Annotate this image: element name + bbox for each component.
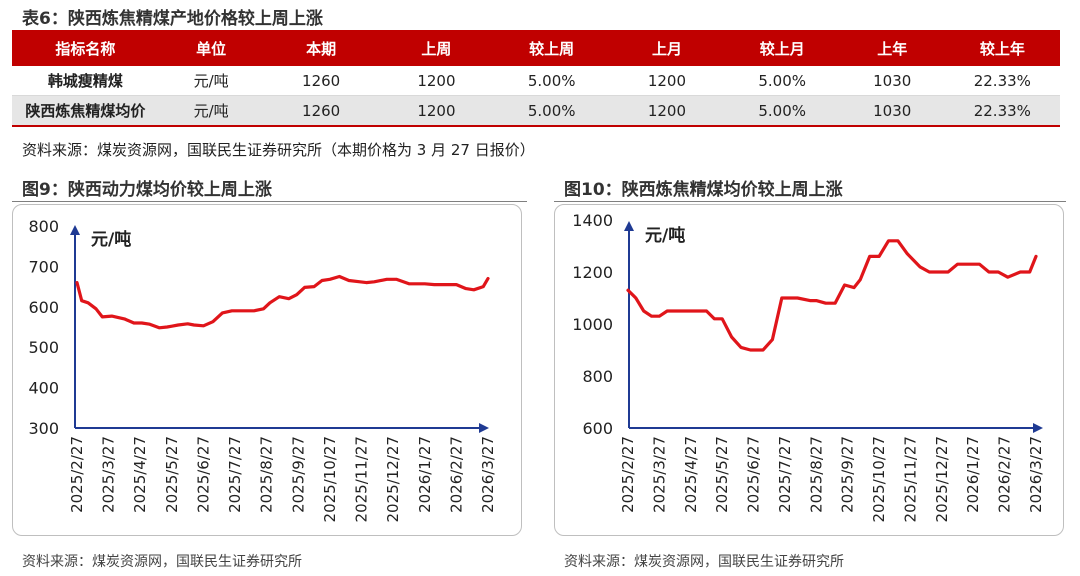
series-line (626, 239, 1038, 352)
header-cell: 上年 (839, 30, 945, 66)
table-cell: 1030 (839, 95, 945, 127)
header-cell: 较上月 (724, 30, 840, 66)
x-tick-label: 2025/3/27 (650, 436, 668, 513)
table-cell: 1200 (609, 66, 725, 96)
header-cell: 指标名称 (12, 30, 159, 66)
chart9-title-rule (12, 201, 527, 202)
table-row: 韩城瘦精煤 元/吨 1260 1200 5.00% 1200 5.00% 103… (12, 66, 1060, 96)
header-cell: 上周 (378, 30, 495, 66)
table-cell-name: 韩城瘦精煤 (12, 66, 159, 96)
y-axis-unit-label: 元/吨 (645, 225, 685, 246)
table-cell: 元/吨 (158, 66, 264, 96)
y-tick-label: 800 (582, 367, 613, 386)
y-axis-arrow (70, 225, 80, 235)
price-table: 指标名称 单位 本期 上周 较上周 上月 较上月 上年 较上年 韩城瘦精煤 元/… (12, 30, 1060, 127)
header-cell: 单位 (158, 30, 264, 66)
x-tick-label: 2026/2/27 (447, 436, 465, 513)
y-tick-label: 1400 (572, 211, 613, 230)
table-header-row: 指标名称 单位 本期 上周 较上周 上月 较上月 上年 较上年 (12, 30, 1060, 66)
x-tick-label: 2025/9/27 (839, 436, 857, 513)
table-cell: 1260 (263, 66, 379, 96)
table-cell: 1200 (609, 95, 725, 127)
table-cell: 22.33% (944, 95, 1060, 127)
x-tick-label: 2026/1/27 (416, 436, 434, 513)
x-tick-label: 2025/4/27 (682, 436, 700, 513)
chart10-source: 资料来源：煤炭资源网，国联民生证券研究所 (564, 554, 844, 570)
x-axis-arrow (479, 423, 489, 433)
x-tick-label: 2025/12/27 (933, 436, 951, 522)
chart9-frame: 元/吨 300 400 500 600 700 800 2025/2/27 2025/3/27 2… (12, 204, 522, 536)
table-cell: 5.00% (724, 66, 840, 96)
header-cell: 较上周 (494, 30, 610, 66)
table-cell: 1030 (839, 66, 945, 96)
table-cell: 元/吨 (158, 95, 264, 127)
table-cell: 22.33% (944, 66, 1060, 96)
y-tick-label: 400 (28, 379, 59, 398)
y-tick-label: 500 (28, 338, 59, 357)
y-tick-label: 700 (28, 257, 59, 276)
header-cell: 上月 (609, 30, 725, 66)
header-cell: 较上年 (944, 30, 1060, 66)
y-tick-label: 800 (28, 217, 59, 236)
y-tick-label: 1000 (572, 315, 613, 334)
chart10-svg: 元/吨 600 800 1000 1200 1400 2025/2/27 2025/3/27 2… (572, 211, 1045, 522)
y-tick-label: 300 (28, 419, 59, 438)
table6-source: 资料来源：煤炭资源网，国联民生证券研究所（本期价格为 3 月 27 日报价） (22, 141, 535, 159)
x-tick-label: 2025/8/27 (258, 436, 276, 513)
table-cell: 5.00% (494, 95, 610, 127)
table-cell: 1260 (263, 95, 379, 127)
x-tick-label: 2025/4/27 (131, 436, 149, 513)
x-tick-label: 2025/12/27 (384, 436, 402, 522)
table-row: 陕西炼焦精煤均价 元/吨 1260 1200 5.00% 1200 5.00% … (12, 95, 1060, 127)
y-axis-arrow (624, 221, 634, 231)
x-tick-label: 2025/6/27 (745, 436, 763, 513)
chart9-source: 资料来源：煤炭资源网，国联民生证券研究所 (22, 554, 302, 570)
x-tick-label: 2025/7/27 (226, 436, 244, 513)
x-tick-label: 2025/3/27 (100, 436, 118, 513)
x-tick-label: 2026/2/27 (996, 436, 1014, 513)
x-tick-label: 2026/3/27 (1027, 436, 1045, 513)
header-cell: 本期 (263, 30, 379, 66)
x-tick-label: 2025/10/27 (870, 436, 888, 522)
table-cell: 5.00% (724, 95, 840, 127)
y-tick-label: 600 (28, 298, 59, 317)
table-cell: 5.00% (494, 66, 610, 96)
x-tick-label: 2025/9/27 (289, 436, 307, 513)
table-cell-name: 陕西炼焦精煤均价 (12, 95, 159, 127)
y-tick-label: 1200 (572, 263, 613, 282)
x-tick-label: 2025/11/27 (901, 436, 919, 522)
x-tick-label: 2026/3/27 (479, 436, 497, 513)
x-tick-label: 2025/8/27 (807, 436, 825, 513)
x-tick-label: 2025/5/27 (163, 436, 181, 513)
chart10-title-rule (554, 201, 1066, 202)
x-tick-label: 2025/2/27 (619, 436, 637, 513)
x-tick-label: 2026/1/27 (964, 436, 982, 513)
x-tick-label: 2025/11/27 (353, 436, 371, 522)
x-tick-label: 2025/6/27 (194, 436, 212, 513)
x-tick-label: 2025/7/27 (776, 436, 794, 513)
y-axis-unit-label: 元/吨 (91, 229, 131, 250)
x-tick-label: 2025/5/27 (713, 436, 731, 513)
y-tick-label: 600 (582, 419, 613, 438)
x-tick-label: 2025/10/27 (321, 436, 339, 522)
table6-title: 表6：陕西炼焦精煤产地价格较上周上涨 (22, 9, 323, 29)
x-tick-label: 2025/2/27 (68, 436, 86, 513)
chart9-title: 图9：陕西动力煤均价较上周上涨 (22, 180, 272, 200)
table-cell: 1200 (378, 66, 495, 96)
chart9-svg: 元/吨 300 400 500 600 700 800 2025/2/27 2025/3/27 2… (28, 217, 497, 522)
chart10-title: 图10：陕西炼焦精煤均价较上周上涨 (564, 180, 843, 200)
chart10-frame: 元/吨 600 800 1000 1200 1400 2025/2/27 2025/3/27 2… (554, 204, 1064, 536)
x-axis-arrow (1033, 423, 1043, 433)
series-line (75, 274, 490, 330)
table-cell: 1200 (378, 95, 495, 127)
